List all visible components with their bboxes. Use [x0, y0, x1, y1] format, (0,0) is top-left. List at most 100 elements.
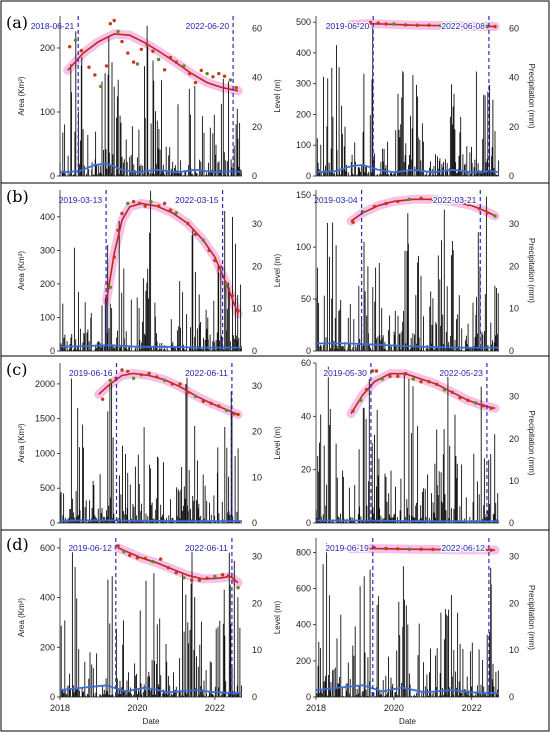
observed-point — [93, 73, 97, 77]
y-tick-label: 0 — [50, 518, 55, 528]
observed-point — [87, 65, 91, 69]
y-tick-label: 100 — [296, 242, 311, 252]
observed-point — [368, 20, 373, 25]
observed-point — [431, 547, 435, 552]
observed-point — [226, 574, 231, 578]
y-tick-label: 100 — [40, 313, 55, 323]
y-tick-label: 100 — [40, 107, 55, 117]
precipitation-bars — [59, 545, 242, 697]
x-axis-title: Date — [143, 717, 160, 726]
observed-point — [186, 221, 190, 226]
observed-point — [166, 566, 171, 570]
observed-point — [407, 547, 412, 551]
observed-point — [236, 309, 240, 313]
precipitation-bars — [59, 377, 242, 523]
observed-point — [361, 21, 365, 26]
observed-point — [68, 45, 72, 49]
observed-point — [442, 547, 447, 552]
observed-point — [489, 406, 493, 410]
observed-point — [108, 378, 113, 383]
precip-tick-label: 0 — [509, 518, 514, 528]
observed-point — [415, 23, 419, 27]
trend-line — [117, 547, 239, 584]
y-axis-label: Level (m) — [273, 600, 282, 634]
observed-point — [151, 49, 155, 53]
observed-point — [143, 556, 147, 561]
y-tick-label: 0 — [50, 692, 55, 702]
observed-point — [403, 23, 408, 27]
observed-point — [149, 200, 153, 204]
observed-point — [193, 394, 198, 399]
panel-d-level: 2019-06-19 2022-06-12 0 200 400 600 800 0 10 20 30… — [273, 538, 536, 726]
event-date-label: 2022-06-11 — [185, 543, 228, 553]
observed-point — [205, 71, 209, 76]
observed-point — [188, 71, 192, 76]
event-date-label: 2019-06-20 — [326, 21, 370, 31]
observed-point — [427, 380, 431, 384]
observed-point — [466, 202, 470, 207]
precipitation-bars — [59, 190, 242, 351]
observed-point — [205, 576, 209, 580]
precip-tick-label: 10 — [509, 476, 519, 486]
y-tick-label: 400 — [296, 620, 311, 630]
y-tick-label: 1500 — [35, 414, 55, 424]
observed-point — [99, 84, 103, 89]
observed-point — [139, 47, 143, 51]
observed-point — [135, 62, 140, 66]
y-tick-label: 2000 — [35, 379, 55, 389]
precip-tick-label: 40 — [252, 73, 262, 83]
observed-points — [351, 369, 493, 413]
y-tick-label: 300 — [40, 245, 55, 255]
observed-point — [485, 24, 489, 29]
y-axis-label: Level (m) — [273, 426, 282, 460]
observed-point — [162, 201, 167, 206]
event-date-label: 2019-03-04 — [314, 195, 358, 205]
observed-point — [174, 571, 178, 575]
observed-point — [217, 404, 221, 408]
x-tick-label: 2020 — [384, 703, 404, 713]
event-date-label: 2019-06-16 — [69, 368, 113, 378]
precip-tick-label: 0 — [509, 692, 514, 702]
observed-point — [489, 548, 493, 552]
observed-point — [178, 199, 182, 203]
y-tick-label: 300 — [296, 79, 311, 89]
observed-point — [224, 282, 229, 286]
y-tick-label: 0 — [306, 346, 311, 356]
observed-point — [104, 64, 109, 68]
y-tick-label: 400 — [40, 212, 55, 222]
observed-point — [234, 86, 238, 90]
observed-point — [135, 556, 140, 560]
observed-point — [162, 378, 167, 383]
observed-point — [108, 285, 113, 289]
y-tick-label: 50 — [301, 294, 311, 304]
precip-tick-label: 30 — [252, 381, 262, 391]
observed-point — [73, 38, 78, 42]
observed-point — [157, 57, 161, 62]
y-tick-label: 1000 — [35, 448, 55, 458]
precip-tick-label: 30 — [509, 552, 519, 562]
precip-tick-label: 20 — [252, 427, 262, 437]
observed-point — [427, 23, 431, 27]
observed-point — [116, 544, 120, 548]
observed-point — [407, 197, 412, 201]
observed-point — [384, 22, 388, 26]
observed-point — [190, 578, 194, 582]
event-date-label: 2022-03-15 — [175, 195, 219, 205]
panel-tag: (b) — [6, 187, 29, 206]
y-tick-label: 200 — [296, 110, 311, 120]
observed-point — [116, 29, 120, 34]
trend-line — [67, 33, 239, 92]
event-date-label: 2019-05-30 — [323, 368, 367, 378]
observed-point — [384, 201, 388, 206]
y-tick-label: 0 — [306, 518, 311, 528]
panel-b-area: 2019-03-13 2022-03-15 0 100 200 300 400 0 10 20 30… — [6, 187, 262, 356]
observed-point — [493, 24, 497, 29]
observed-point — [396, 547, 400, 551]
observed-point — [112, 18, 116, 23]
panel-tag: (a) — [6, 13, 28, 32]
observed-point — [353, 23, 357, 27]
observed-point — [131, 200, 136, 204]
observed-point — [159, 557, 163, 561]
observed-point — [137, 201, 142, 206]
